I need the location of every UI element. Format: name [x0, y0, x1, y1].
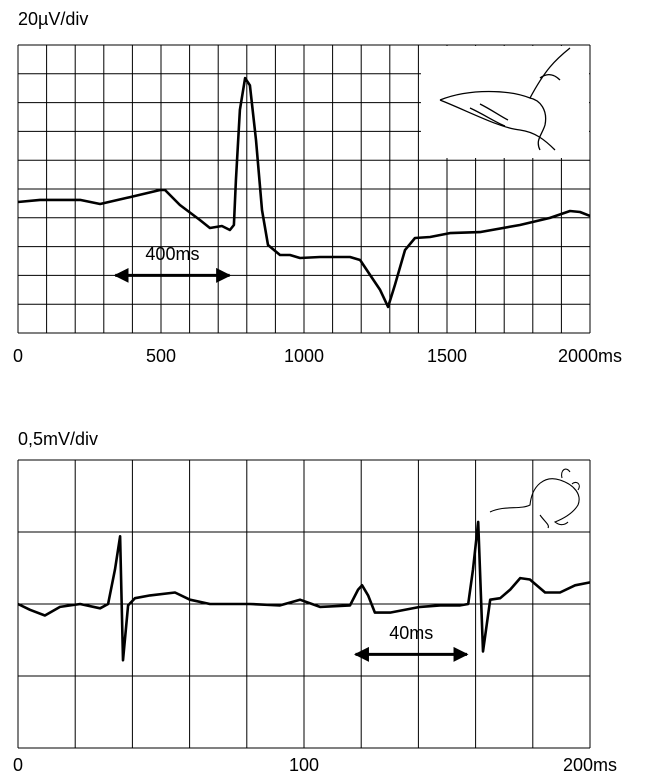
x-tick-label: 200ms — [563, 755, 617, 775]
x-tick-label: 100 — [289, 755, 319, 775]
ecg-trace — [17, 520, 591, 662]
x-tick-label: 1000 — [284, 346, 324, 366]
annotation-label: 40ms — [389, 623, 433, 643]
ecg-trace — [17, 76, 591, 309]
mouse-icon — [489, 468, 580, 529]
x-tick-label: 0 — [13, 346, 23, 366]
x-tick-label: 0 — [13, 755, 23, 775]
x-tick-label: 1500 — [427, 346, 467, 366]
x-tick-label: 500 — [146, 346, 176, 366]
annotation-label: 400ms — [145, 244, 199, 264]
y-axis-label: 20µV/div — [18, 9, 88, 29]
whale-icon — [421, 46, 589, 158]
x-tick-label: 2000ms — [558, 346, 622, 366]
y-axis-label: 0,5mV/div — [18, 429, 98, 449]
